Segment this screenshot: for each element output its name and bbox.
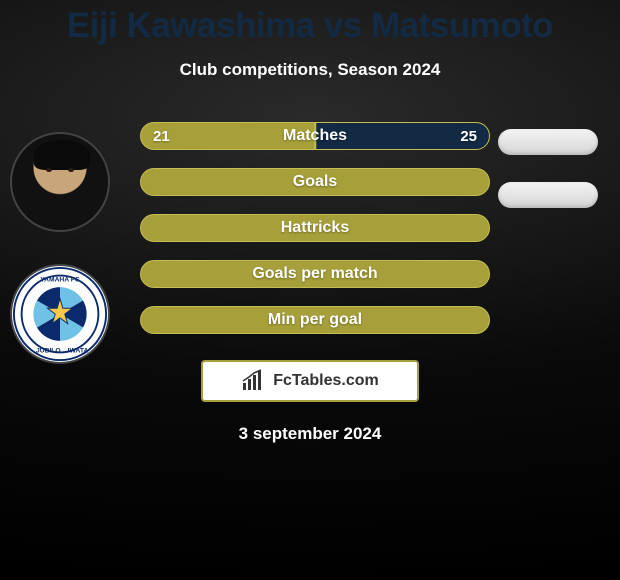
stat-row-min-per-goal: Min per goal — [140, 306, 490, 334]
snapshot-date: 3 september 2024 — [239, 424, 382, 444]
stat-label: Matches — [141, 127, 489, 145]
svg-text:YAMAHA FC: YAMAHA FC — [40, 276, 80, 283]
jubilo-iwata-crest-icon: YAMAHA FC JUBILO IWATA — [12, 266, 108, 362]
stat-row-matches: 21 Matches 25 — [140, 122, 490, 150]
brand-badge[interactable]: FcTables.com — [201, 360, 419, 402]
bar-chart-icon — [241, 369, 265, 393]
hair-graphic — [34, 140, 90, 170]
team-badge: YAMAHA FC JUBILO IWATA — [10, 264, 110, 364]
stat-rows: 21 Matches 25 Goals Hattricks Goals per … — [140, 122, 490, 334]
stat-label: Goals — [141, 173, 489, 191]
side-pill-2 — [498, 182, 598, 208]
svg-text:JUBILO: JUBILO — [36, 347, 61, 354]
stat-row-goals: Goals — [140, 168, 490, 196]
stats-area: YAMAHA FC JUBILO IWATA 21 Matches 25 Goa… — [0, 122, 620, 352]
side-pill-1 — [498, 129, 598, 155]
stat-row-goals-per-match: Goals per match — [140, 260, 490, 288]
stat-right-value: 25 — [460, 128, 477, 145]
stat-label: Goals per match — [141, 265, 489, 283]
brand-text: FcTables.com — [273, 372, 379, 390]
page-title: Eiji Kawashima vs Matsumoto — [67, 6, 553, 46]
eyes-graphic — [46, 168, 52, 172]
subtitle: Club competitions, Season 2024 — [180, 60, 441, 80]
player-avatar — [10, 132, 110, 232]
stat-label: Min per goal — [141, 311, 489, 329]
svg-text:IWATA: IWATA — [68, 347, 89, 354]
comparison-card: Eiji Kawashima vs Matsumoto Club competi… — [0, 0, 620, 444]
stat-row-hattricks: Hattricks — [140, 214, 490, 242]
stat-label: Hattricks — [141, 219, 489, 237]
